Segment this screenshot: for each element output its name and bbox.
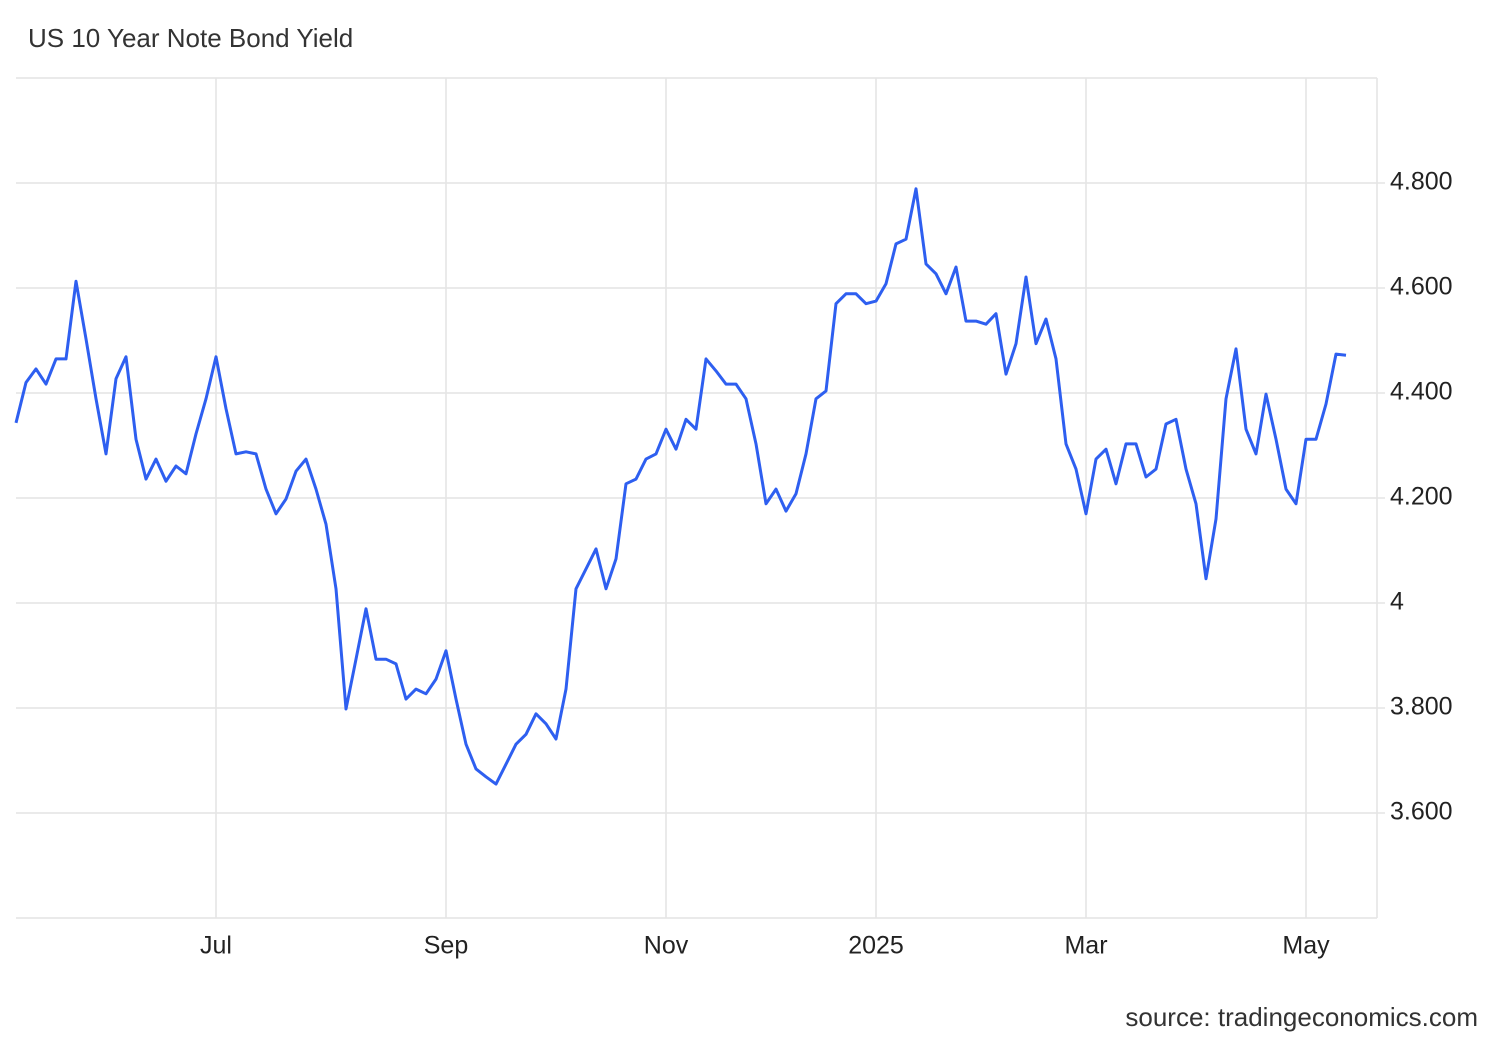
y-tick-label: 4.200 xyxy=(1390,483,1453,511)
y-tick-label: 3.600 xyxy=(1390,798,1453,826)
line-series xyxy=(14,187,1347,786)
x-tick-label: May xyxy=(1282,932,1330,960)
x-tick-label: Nov xyxy=(644,932,689,960)
y-tick-label: 4 xyxy=(1390,588,1404,616)
y-tick-label: 3.800 xyxy=(1390,693,1453,721)
x-tick-label: Mar xyxy=(1064,932,1107,960)
source: source: tradingeconomics.com xyxy=(1125,1002,1478,1032)
y-tick-label: 4.800 xyxy=(1390,168,1453,196)
y-tick-label: 4.400 xyxy=(1390,378,1453,406)
y-tick-label: 4.600 xyxy=(1390,273,1453,301)
x-tick-label: Sep xyxy=(424,932,468,960)
chart-title: US 10 Year Note Bond Yield xyxy=(28,23,353,53)
x-tick-label: 2025 xyxy=(848,932,904,960)
x-tick-label: Jul xyxy=(200,932,232,960)
